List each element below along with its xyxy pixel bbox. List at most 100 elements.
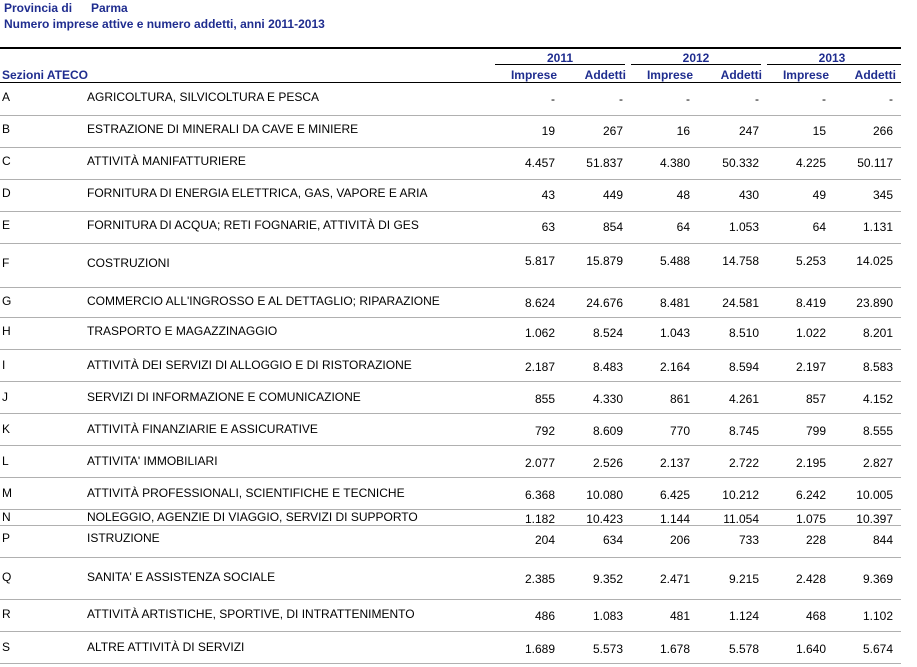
row-value: -	[889, 92, 893, 106]
row-value: 1.131	[862, 220, 893, 234]
col-header-imprese-2011: Imprese	[510, 68, 557, 82]
row-description: AGRICOLTURA, SILVICOLTURA E PESCA	[87, 90, 320, 104]
row-value: 2.428	[795, 572, 826, 586]
row-description: TRASPORTO E MAGAZZINAGGIO	[87, 324, 278, 338]
row-value: -	[686, 92, 690, 106]
row-description: ATTIVITÀ PROFESSIONALI, SCIENTIFICHE E T…	[87, 486, 405, 500]
row-code: C	[2, 154, 11, 168]
row-value: 792	[534, 424, 555, 438]
row-value: 228	[805, 533, 826, 547]
row-code: S	[2, 640, 11, 654]
row-value: 267	[602, 124, 623, 138]
row-value: 16	[676, 124, 690, 138]
row-value: 5.488	[659, 254, 690, 268]
row-value: 64	[676, 220, 690, 234]
col-header-imprese-2012: Imprese	[646, 68, 693, 82]
row-value: 266	[872, 124, 893, 138]
row-value: 8.419	[795, 296, 826, 310]
row-value: 1.124	[728, 609, 759, 623]
row-value: 48	[676, 188, 690, 202]
row-value: 4.457	[524, 156, 555, 170]
row-value: 2.164	[659, 360, 690, 374]
row-value: 2.471	[659, 572, 690, 586]
row-value: 10.212	[722, 488, 759, 502]
row-value: 10.423	[586, 512, 623, 526]
row-value: -	[619, 92, 623, 106]
row-value: 4.225	[795, 156, 826, 170]
row-value: 8.745	[728, 424, 759, 438]
row-value: 64	[812, 220, 826, 234]
col-header-addetti-2013: Addetti	[854, 68, 896, 82]
year-header-2013: 2013	[818, 51, 846, 65]
year-rule-2012	[631, 64, 761, 65]
row-value: 51.837	[586, 156, 623, 170]
row-value: 733	[738, 533, 759, 547]
row-value: 2.197	[795, 360, 826, 374]
row-value: 481	[669, 609, 690, 623]
col-header-imprese-2013: Imprese	[782, 68, 829, 82]
row-value: 486	[534, 609, 555, 623]
row-value: 8.594	[728, 360, 759, 374]
row-value: 24.581	[722, 296, 759, 310]
row-value: 2.077	[524, 456, 555, 470]
row-value: 9.369	[862, 572, 893, 586]
row-value: 8.583	[862, 360, 893, 374]
row-value: 430	[738, 188, 759, 202]
row-value: 8.483	[592, 360, 623, 374]
table-row: A AGRICOLTURA, SILVICOLTURA E PESCA - - - - - -	[0, 83, 901, 116]
table-row: S ALTRE ATTIVITÀ DI SERVIZI 1.689 5.573 1.67…	[0, 631, 901, 664]
table-row: N NOLEGGIO, AGENZIE DI VIAGGIO, SERVIZI D…	[0, 509, 901, 526]
row-description: ATTIVITÀ FINANZIARIE E ASSICURATIVE	[87, 422, 318, 436]
row-value: 5.674	[862, 642, 893, 656]
row-value: 857	[805, 392, 826, 406]
row-value: 1.102	[862, 609, 893, 623]
row-code: I	[2, 358, 6, 372]
row-value: 1.022	[795, 326, 826, 340]
row-value: -	[551, 92, 555, 106]
row-description: ISTRUZIONE	[87, 531, 160, 545]
row-code: Q	[2, 570, 12, 584]
table-top-rule	[0, 47, 901, 49]
table-row: B ESTRAZIONE DI MINERALI DA CAVE E MINIER…	[0, 115, 901, 148]
row-value: 10.005	[856, 488, 893, 502]
row-value: 5.817	[524, 254, 555, 268]
year-header-2011: 2011	[546, 51, 574, 65]
row-description: SANITA' E ASSISTENZA SOCIALE	[87, 570, 276, 584]
row-value: 2.137	[659, 456, 690, 470]
row-value: 854	[602, 220, 623, 234]
row-value: 4.152	[862, 392, 893, 406]
row-value: 5.573	[592, 642, 623, 656]
row-code: P	[2, 531, 11, 545]
row-value: 4.380	[659, 156, 690, 170]
row-code: G	[2, 294, 12, 308]
col-header-addetti-2012: Addetti	[720, 68, 762, 82]
row-value: 50.332	[722, 156, 759, 170]
table-row: R ATTIVITÀ ARTISTICHE, SPORTIVE, DI INTRA…	[0, 599, 901, 632]
row-value: 8.624	[524, 296, 555, 310]
row-code: E	[2, 218, 11, 232]
row-value: 1.678	[659, 642, 690, 656]
table-row: H TRASPORTO E MAGAZZINAGGIO 1.062 8.524 1.04…	[0, 317, 901, 350]
header-bottom-rule	[0, 82, 901, 83]
row-value: 770	[669, 424, 690, 438]
row-value: 4.261	[728, 392, 759, 406]
row-value: 43	[541, 188, 555, 202]
row-value: 19	[541, 124, 555, 138]
row-code: H	[2, 324, 11, 338]
table-row: C ATTIVITÀ MANIFATTURIERE 4.457 51.837 4.380…	[0, 147, 901, 180]
table-row: P ISTRUZIONE 204 634 206 733 228 844	[0, 525, 901, 558]
table-row: I ATTIVITÀ DEI SERVIZI DI ALLOGGIO E DI R…	[0, 349, 901, 382]
row-value: 634	[602, 533, 623, 547]
row-value: 206	[669, 533, 690, 547]
row-value: 14.758	[722, 254, 759, 268]
row-value: 2.722	[728, 456, 759, 470]
row-value: 15.879	[586, 254, 623, 268]
row-value: 1.053	[728, 220, 759, 234]
row-value: 1.182	[524, 512, 555, 526]
row-code: N	[2, 510, 11, 524]
table-row: Q SANITA' E ASSISTENZA SOCIALE 2.385 9.352 2…	[0, 557, 901, 600]
row-value: 2.526	[592, 456, 623, 470]
table-row: D FORNITURA DI ENERGIA ELETTRICA, GAS, VA…	[0, 179, 901, 212]
row-description: FORNITURA DI ENERGIA ELETTRICA, GAS, VAP…	[87, 186, 428, 200]
row-value: 844	[872, 533, 893, 547]
